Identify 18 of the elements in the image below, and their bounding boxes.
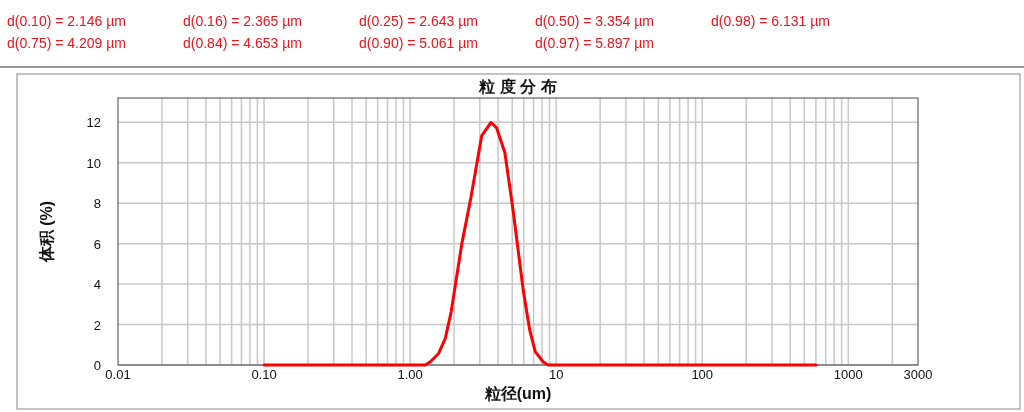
x-tick-label: 3000 — [903, 367, 933, 382]
x-axis-title: 粒径(um) — [483, 385, 552, 402]
y-axis-title: 体积 (%) — [38, 200, 55, 264]
y-tick-label: 0 — [93, 358, 101, 373]
chart-title: 粒 度 分 布 — [478, 77, 557, 95]
y-tick-label: 6 — [93, 236, 101, 252]
x-tick-label: 10 — [548, 367, 564, 382]
y-tick-label: 8 — [93, 196, 101, 212]
x-tick-label: 1000 — [833, 367, 863, 382]
y-tick-label: 4 — [93, 277, 101, 293]
x-tick-label: 1.00 — [397, 367, 423, 382]
annotations: d(0.10) = 2.146 µm d(0.16) = 2.365 µm d(0.25) = 2.643 µm d(0.50) = 3.354 µm d(0.98) = 6.131 µm d(0.75) = 4.209 µm d(0.84) = 4.653 µm d(0.90) = 5.061 µm d(0.97) = 5.897 µm — [7, 13, 830, 51]
x-tick-label: 0.10 — [251, 367, 277, 382]
y-tick-label: 2 — [93, 317, 101, 333]
y-tick-label: 10 — [86, 155, 101, 171]
y-tick-label: 12 — [86, 115, 101, 131]
x-tick-label: 0.01 — [105, 367, 131, 382]
x-tick-label: 100 — [691, 367, 714, 382]
